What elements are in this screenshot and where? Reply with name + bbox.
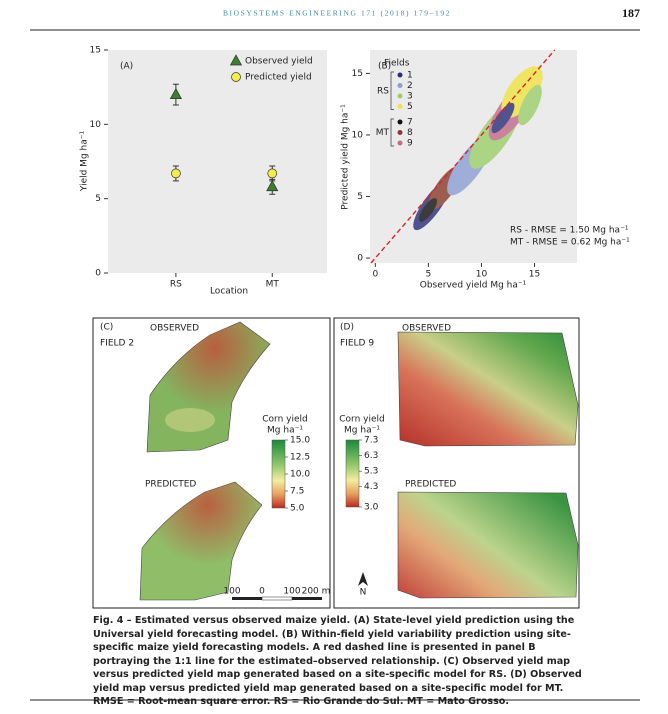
legend-marker [397, 83, 403, 88]
marker [266, 180, 279, 192]
colorbar-label: 6.3 [364, 451, 378, 461]
scale-label: 0 [259, 587, 265, 597]
legend-group: MT [376, 128, 390, 138]
legend-label: 7 [407, 118, 413, 128]
marker [267, 168, 278, 179]
scale-label: 100 [223, 587, 240, 597]
legend-unit: Mg ha⁻¹ [267, 426, 303, 436]
legend-label: 1 [407, 71, 413, 81]
colorbar-label: 3.0 [364, 503, 379, 513]
scale-bar [232, 596, 322, 601]
x-axis-label: Observed yield Mg ha⁻¹ [420, 281, 527, 291]
north-arrow [358, 572, 368, 586]
legend-label: 5 [407, 102, 413, 112]
x-tick-label: RS [170, 280, 182, 290]
legend-marker [397, 140, 403, 146]
colorbar-label: 7.5 [290, 487, 304, 497]
x-tick-label: 15 [529, 270, 540, 280]
scale-label: 200 m [302, 587, 331, 597]
legend-marker [397, 130, 403, 135]
legend-title: Corn yield [262, 415, 307, 425]
panel-frame [92, 317, 331, 609]
panel-frame [333, 317, 580, 609]
colorbar [345, 439, 360, 508]
legend-group: RS [377, 86, 389, 96]
field-label: FIELD 9 [340, 339, 374, 349]
annotation: RS - RMSE = 1.50 Mg ha⁻¹ [510, 226, 629, 236]
map-predicted [139, 481, 263, 601]
journal-header: BIOSYSTEMS ENGINEERING 171 (2018) 179–19… [223, 9, 451, 18]
y-tick-label: 0 [357, 254, 363, 264]
colorbar-label: 5.3 [364, 467, 378, 477]
legend-marker [397, 93, 403, 99]
legend-marker [397, 119, 403, 125]
y-axis-label: Predicted yield Mg ha⁻¹ [341, 104, 351, 210]
y-tick-label: 5 [95, 194, 101, 204]
map-label: PREDICTED [145, 480, 196, 490]
page-number: 187 [622, 6, 640, 20]
colorbar [271, 439, 286, 509]
y-axis-label: Yield Mg ha⁻¹ [80, 131, 90, 193]
y-tick-label: 10 [352, 130, 364, 140]
x-tick-label: MT [266, 280, 280, 290]
legend-label: Predicted yield [245, 73, 312, 83]
x-tick-label: 0 [372, 270, 378, 280]
legend-label: Observed yield [245, 57, 313, 67]
y-tick-label: 15 [352, 69, 363, 79]
colorbar-label: 10.0 [290, 470, 310, 480]
reference-line [370, 49, 556, 264]
scale-label: 100 [283, 587, 300, 597]
field-label: FIELD 2 [100, 339, 134, 349]
map-observed [397, 331, 579, 447]
legend-bracket [390, 71, 394, 110]
legend-marker [397, 72, 403, 78]
panel-label: (D) [340, 323, 354, 333]
map-predicted [397, 491, 579, 599]
x-axis-label: Location [210, 287, 248, 297]
legend-title: Fields [384, 59, 410, 69]
legend-bracket [390, 118, 394, 147]
colorbar-label: 12.5 [290, 453, 310, 463]
figure-caption: Fig. 4 – Estimated versus observed maize… [93, 615, 582, 707]
x-tick-label: 10 [476, 270, 488, 280]
marker [171, 168, 181, 179]
map-label: PREDICTED [405, 480, 456, 490]
scatter-cloud [413, 66, 543, 231]
legend-label: 8 [407, 128, 413, 138]
map-label: OBSERVED [150, 324, 199, 334]
marker [169, 87, 182, 99]
map-observed [146, 321, 271, 453]
legend-title: Corn yield [339, 415, 384, 425]
annotation: MT - RMSE = 0.62 Mg ha⁻¹ [510, 238, 630, 248]
y-tick-label: 5 [357, 192, 363, 202]
north-label: N [360, 588, 367, 598]
colorbar-label: 15.0 [290, 436, 310, 446]
map-label: OBSERVED [402, 324, 451, 334]
y-tick-label: 10 [90, 120, 102, 130]
legend-label: 3 [407, 92, 413, 102]
colorbar-label: 7.3 [364, 436, 378, 446]
legend-label: 2 [407, 81, 413, 91]
y-tick-label: 15 [90, 46, 101, 56]
x-tick-label: 5 [426, 270, 432, 280]
marker [229, 54, 243, 66]
legend-marker [397, 104, 403, 109]
panel-label: (C) [100, 323, 113, 333]
legend-unit: Mg ha⁻¹ [344, 426, 380, 436]
colorbar-label: 4.3 [364, 482, 378, 492]
legend-label: 9 [407, 139, 413, 149]
colorbar-label: 5.0 [290, 504, 305, 514]
y-tick-label: 0 [95, 269, 101, 279]
panel-label: (B) [378, 62, 391, 72]
panel-label: (A) [120, 62, 133, 72]
plot-area-a [108, 50, 327, 273]
marker [231, 72, 241, 82]
